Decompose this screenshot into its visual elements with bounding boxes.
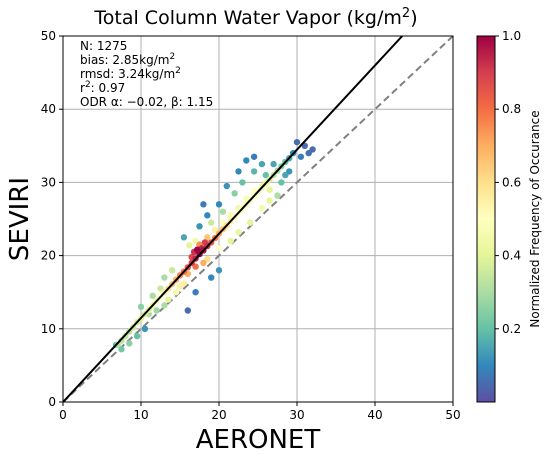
stat-r2: r2: 0.97 [80,80,125,95]
x-tick-label: 10 [133,408,148,422]
scatter-point [262,171,269,179]
y-tick-label: 30 [41,175,56,189]
scatter-point [235,168,242,175]
y-tick-label: 50 [41,29,56,43]
colorbar-tick-label: 0.6 [502,175,521,189]
colorbar-label: Normalized Frequency of Occurance [528,110,542,327]
scatter-point [278,179,285,186]
scatter-point [133,332,141,340]
stat-bias: bias: 2.85kg/m2 [80,52,175,67]
colorbar-tick-label: 0.4 [502,249,521,263]
x-tick-label: 50 [445,408,460,422]
y-axis-label: SEVIRI [5,177,35,261]
scatter-point [118,346,125,353]
scatter-points [112,138,316,353]
scatter-point [161,302,168,309]
scatter-point [282,171,289,179]
scatter-point [235,228,242,236]
scatter-point [193,246,201,253]
colorbar [476,35,496,403]
x-tick-label: 0 [59,408,67,422]
y-tick-label: 0 [48,395,56,409]
scatter-point [192,289,199,296]
scatter-point [215,245,223,252]
x-tick-label: 20 [211,408,226,422]
scatter-point [274,192,281,199]
scatter-point [293,138,301,146]
x-axis-ticks: 0 10 20 30 40 50 [59,402,461,422]
scatter-point [215,201,223,208]
scatter-point [161,274,168,281]
scatter-point [258,160,266,168]
scatter-point [223,182,230,190]
x-tick-label: 40 [367,408,382,422]
stats-annotation: N: 1275 bias: 2.85kg/m2 rmsd: 3.24kg/m2 … [80,39,213,109]
odr-fit-line [63,36,403,402]
scatter-point [208,274,215,281]
scatter-point [169,267,176,274]
y-tick-label: 20 [41,249,56,263]
scatter-point [258,204,266,212]
scatter-point [186,242,193,249]
scatter-point [165,296,172,303]
colorbar-tick-label: 1.0 [502,29,521,43]
scatter-point [208,219,215,226]
scatter-point [153,307,160,314]
scatter-point [215,267,223,274]
scatter-point [180,234,188,241]
scatter-point [266,197,273,204]
scatter-point [114,341,121,349]
scatter-point [231,190,238,197]
scatter-point [243,157,250,164]
scatter-point [250,168,258,175]
scatter-point [305,149,312,157]
scatter-point [184,307,191,314]
scatter-point [227,237,234,245]
stat-n: N: 1275 [80,39,127,53]
chart-title: Total Column Water Vapor (kg/m2) [93,6,417,29]
scatter-point [250,153,258,160]
scatter-point [239,179,246,186]
y-tick-label: 40 [41,102,56,116]
x-tick-label: 30 [289,408,304,422]
scatter-point [204,212,211,219]
scatter-point [196,223,203,230]
colorbar-ticks: 0.2 0.4 0.6 0.8 1.0 [495,29,521,336]
scatter-point [137,303,145,311]
scatter-point [247,219,254,226]
stat-rmsd: rmsd: 3.24kg/m2 [80,66,181,81]
scatter-point [243,195,250,202]
scatter-point [204,234,211,241]
scatter-point [200,201,207,208]
scatter-point [172,289,180,296]
scatter-point [149,292,156,300]
scatter-point [200,259,207,267]
y-tick-label: 10 [41,322,56,336]
scatter-point [126,340,133,347]
x-axis-label: AERONET [196,425,321,455]
colorbar-tick-label: 0.2 [502,322,521,336]
scatter-point [219,208,227,215]
scatter-point [297,153,305,160]
scatter-point [141,325,149,332]
stat-odr: ODR α: −0.02, β: 1.15 [80,95,213,109]
y-axis-ticks: 0 10 20 30 40 50 [41,29,63,409]
plot-frame [62,35,454,403]
scatter-point [176,283,184,290]
colorbar-tick-label: 0.8 [502,102,521,116]
scatter-point [270,160,277,168]
scatter-point [266,186,273,193]
